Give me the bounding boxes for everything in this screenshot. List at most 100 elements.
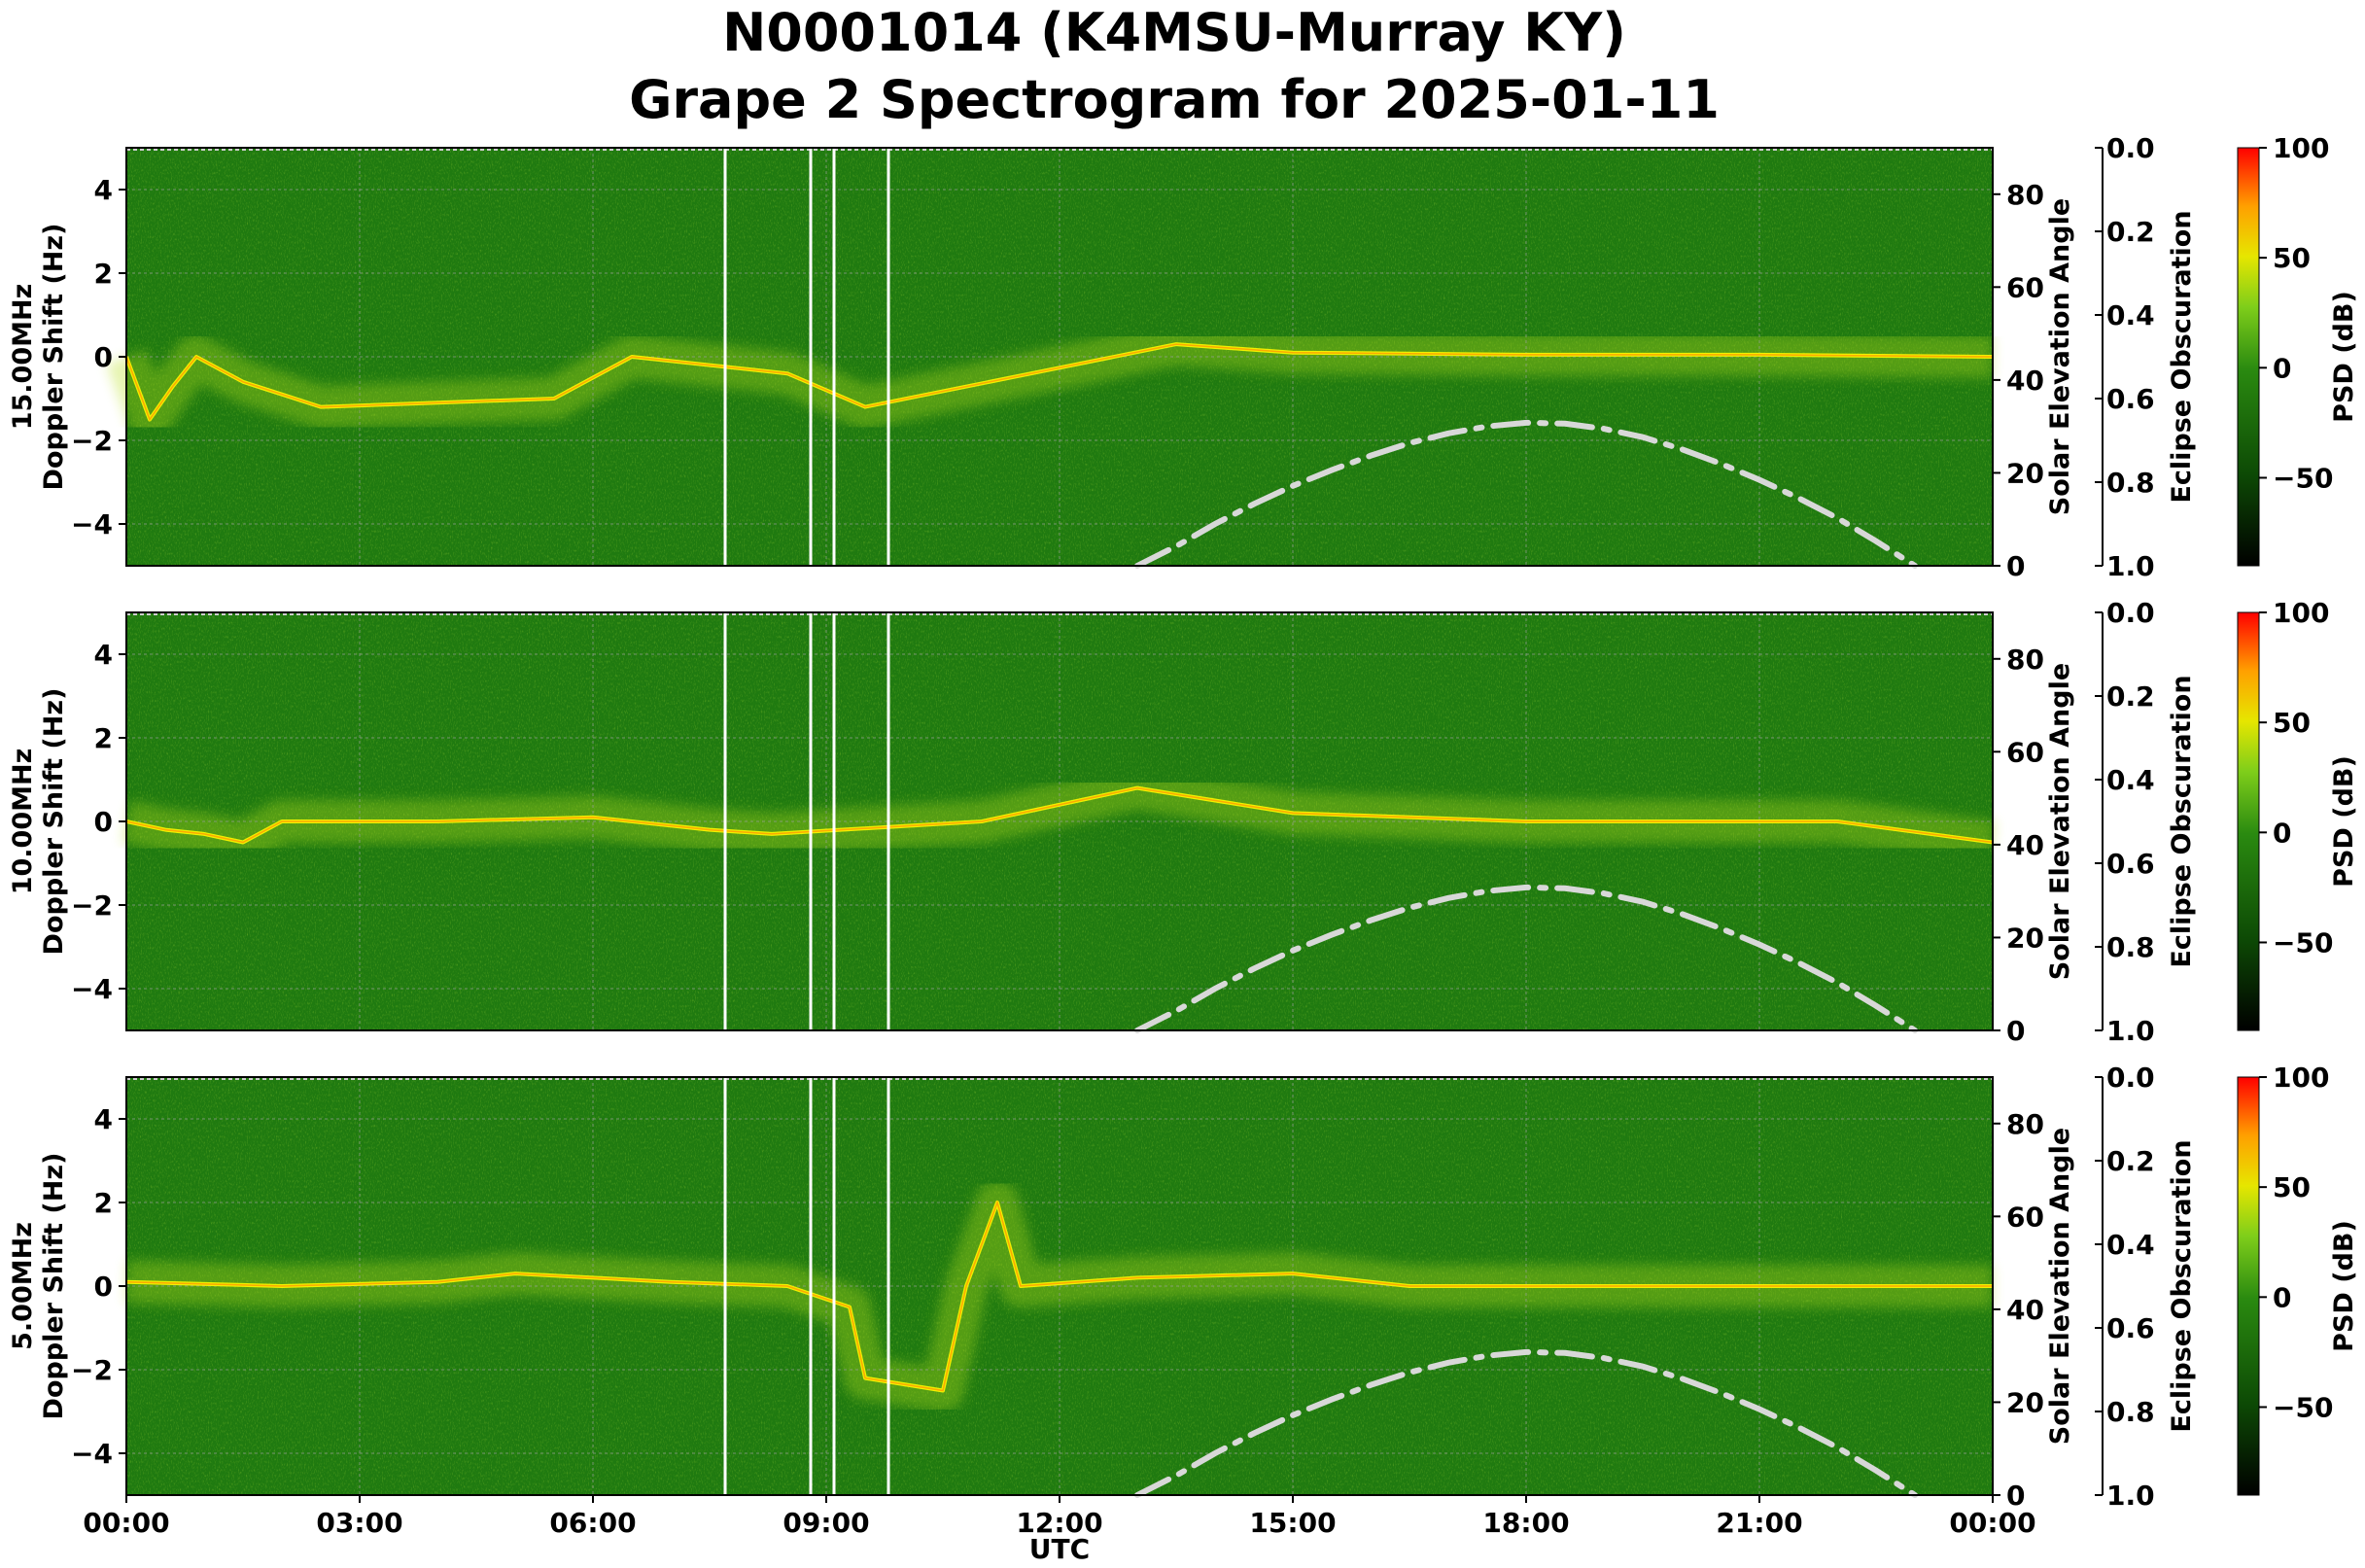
elevation-tick-label: 20 (2006, 922, 2044, 954)
eclipse-tick-label: 0.4 (2106, 1229, 2155, 1261)
x-tick-label: 09:00 (783, 1507, 869, 1539)
elevation-tick-label: 80 (2006, 179, 2044, 211)
colorbar-tick-label: 0 (2273, 1281, 2291, 1313)
elevation-tick-label: 80 (2006, 1108, 2044, 1140)
y-axis-label-line1: 10.00MHz (8, 749, 38, 895)
elevation-tick-label: 40 (2006, 365, 2044, 397)
y-axis-label-line1: 15.00MHz (8, 284, 38, 431)
elevation-tick-label: 60 (2006, 736, 2044, 768)
x-tick-label: 18:00 (1482, 1507, 1569, 1539)
colorbar (2237, 147, 2260, 567)
x-tick-label: 06:00 (549, 1507, 636, 1539)
y-tick-label: −2 (71, 425, 113, 457)
x-axis-label: UTC (1029, 1533, 1090, 1565)
figure-title-line2: Grape 2 Spectrogram for 2025-01-11 (629, 69, 1720, 130)
colorbar-tick-label: −50 (2273, 1391, 2333, 1423)
colorbar (2237, 1076, 2260, 1496)
eclipse-tick-label: 0.2 (2106, 216, 2155, 248)
colorbar-tick-label: 50 (2273, 242, 2311, 274)
eclipse-tick-label: 0.4 (2106, 299, 2155, 331)
solar-elevation-curve (1134, 884, 1918, 1033)
elevation-tick-label: 0 (2006, 1480, 2025, 1512)
eclipse-tick-label: 1.0 (2106, 550, 2155, 582)
eclipse-tick-label: 0.0 (2106, 597, 2155, 629)
colorbar-tick-label: 100 (2273, 1062, 2329, 1094)
solar-elevation-curve (1134, 419, 1918, 569)
x-tick-label: 03:00 (316, 1507, 402, 1539)
colorbar-tick-label: −50 (2273, 926, 2333, 958)
doppler-trace-core (125, 343, 1994, 422)
y-tick-label: 4 (94, 639, 113, 671)
y-tick-label: −2 (71, 1354, 113, 1386)
eclipse-tick-label: 0.8 (2106, 467, 2155, 499)
eclipse-tick-label: 0.0 (2106, 1062, 2155, 1094)
elevation-tick-label: 0 (2006, 1015, 2025, 1047)
eclipse-tick-label: 0.6 (2106, 1312, 2155, 1344)
x-tick-label: 00:00 (83, 1507, 169, 1539)
y-tick-label: −4 (71, 1438, 113, 1470)
colorbar-tick-label: 0 (2273, 817, 2291, 849)
eclipse-tick-label: 0.8 (2106, 1396, 2155, 1428)
eclipse-tick-label: 0.0 (2106, 132, 2155, 164)
elevation-axis-label: Solar Elevation Angle (2045, 663, 2075, 980)
colorbar-tick-label: 100 (2273, 132, 2329, 164)
eclipse-axis-label: Eclipse Obscuration (2167, 210, 2197, 503)
solar-elevation-curve (1134, 1348, 1918, 1498)
eclipse-axis-label: Eclipse Obscuration (2167, 675, 2197, 967)
panel-15.00MHz: −4 −2 0 2 4 15.00MHz Doppler Shift (Hz) 0 20 40 60… (8, 132, 2359, 582)
elevation-axis-label: Solar Elevation Angle (2045, 1128, 2075, 1445)
eclipse-tick-label: 0.6 (2106, 383, 2155, 415)
eclipse-tick-label: 0.2 (2106, 680, 2155, 713)
elevation-tick-label: 80 (2006, 644, 2044, 676)
y-tick-label: 4 (94, 1103, 113, 1135)
elevation-tick-label: 40 (2006, 1294, 2044, 1326)
y-axis-label-line2: Doppler Shift (Hz) (39, 688, 69, 956)
eclipse-tick-label: 0.4 (2106, 764, 2155, 796)
x-axis: 00:00 03:00 06:00 09:00 12:00 15:00 18:00 21:00… (83, 1495, 2036, 1565)
elevation-axis-label: Solar Elevation Angle (2045, 198, 2075, 515)
eclipse-tick-label: 1.0 (2106, 1480, 2155, 1512)
figure-title-line1: N0001014 (K4MSU-Murray KY) (722, 2, 1626, 63)
colorbar-tick-label: 50 (2273, 1171, 2311, 1203)
y-tick-label: 0 (94, 806, 113, 838)
y-tick-label: 4 (94, 174, 113, 206)
eclipse-tick-label: 0.6 (2106, 848, 2155, 880)
colorbar (2237, 611, 2260, 1031)
colorbar-label: PSD (dB) (2329, 755, 2359, 888)
y-axis-label-line1: 5.00MHz (8, 1222, 38, 1350)
colorbar-tick-label: −50 (2273, 462, 2333, 494)
y-axis-label-line2: Doppler Shift (Hz) (39, 224, 69, 491)
y-tick-label: 2 (94, 1187, 113, 1219)
colorbar-label: PSD (dB) (2329, 291, 2359, 423)
y-tick-label: −4 (71, 973, 113, 1005)
y-axis-label-line2: Doppler Shift (Hz) (39, 1153, 69, 1420)
y-tick-label: 0 (94, 341, 113, 373)
elevation-tick-label: 60 (2006, 1201, 2044, 1233)
colorbar-tick-label: 100 (2273, 597, 2329, 629)
y-tick-label: −2 (71, 889, 113, 922)
eclipse-axis-label: Eclipse Obscuration (2167, 1139, 2197, 1432)
x-tick-label: 12:00 (1016, 1507, 1102, 1539)
elevation-tick-label: 20 (2006, 457, 2044, 489)
x-tick-label: 00:00 (1949, 1507, 2035, 1539)
y-tick-label: 2 (94, 258, 113, 290)
eclipse-tick-label: 1.0 (2106, 1015, 2155, 1047)
doppler-trace-core (125, 786, 1994, 844)
colorbar-tick-label: 0 (2273, 352, 2291, 384)
y-tick-label: −4 (71, 508, 113, 540)
doppler-trace-core (125, 1200, 1993, 1392)
x-tick-label: 21:00 (1716, 1507, 1802, 1539)
y-tick-label: 0 (94, 1271, 113, 1303)
elevation-tick-label: 20 (2006, 1386, 2044, 1418)
panel-10.00MHz: −4 −2 0 2 4 10.00MHz Doppler Shift (Hz) 0 20 40 60… (8, 597, 2359, 1047)
elevation-tick-label: 40 (2006, 829, 2044, 861)
panel-5.00MHz: −4 −2 0 2 4 5.00MHz Doppler Shift (Hz) 0 20 40 60 8… (8, 1062, 2359, 1512)
elevation-tick-label: 60 (2006, 271, 2044, 303)
eclipse-tick-label: 0.2 (2106, 1145, 2155, 1177)
colorbar-label: PSD (dB) (2329, 1220, 2359, 1352)
x-tick-label: 15:00 (1249, 1507, 1336, 1539)
colorbar-tick-label: 50 (2273, 707, 2311, 739)
y-tick-label: 2 (94, 722, 113, 754)
